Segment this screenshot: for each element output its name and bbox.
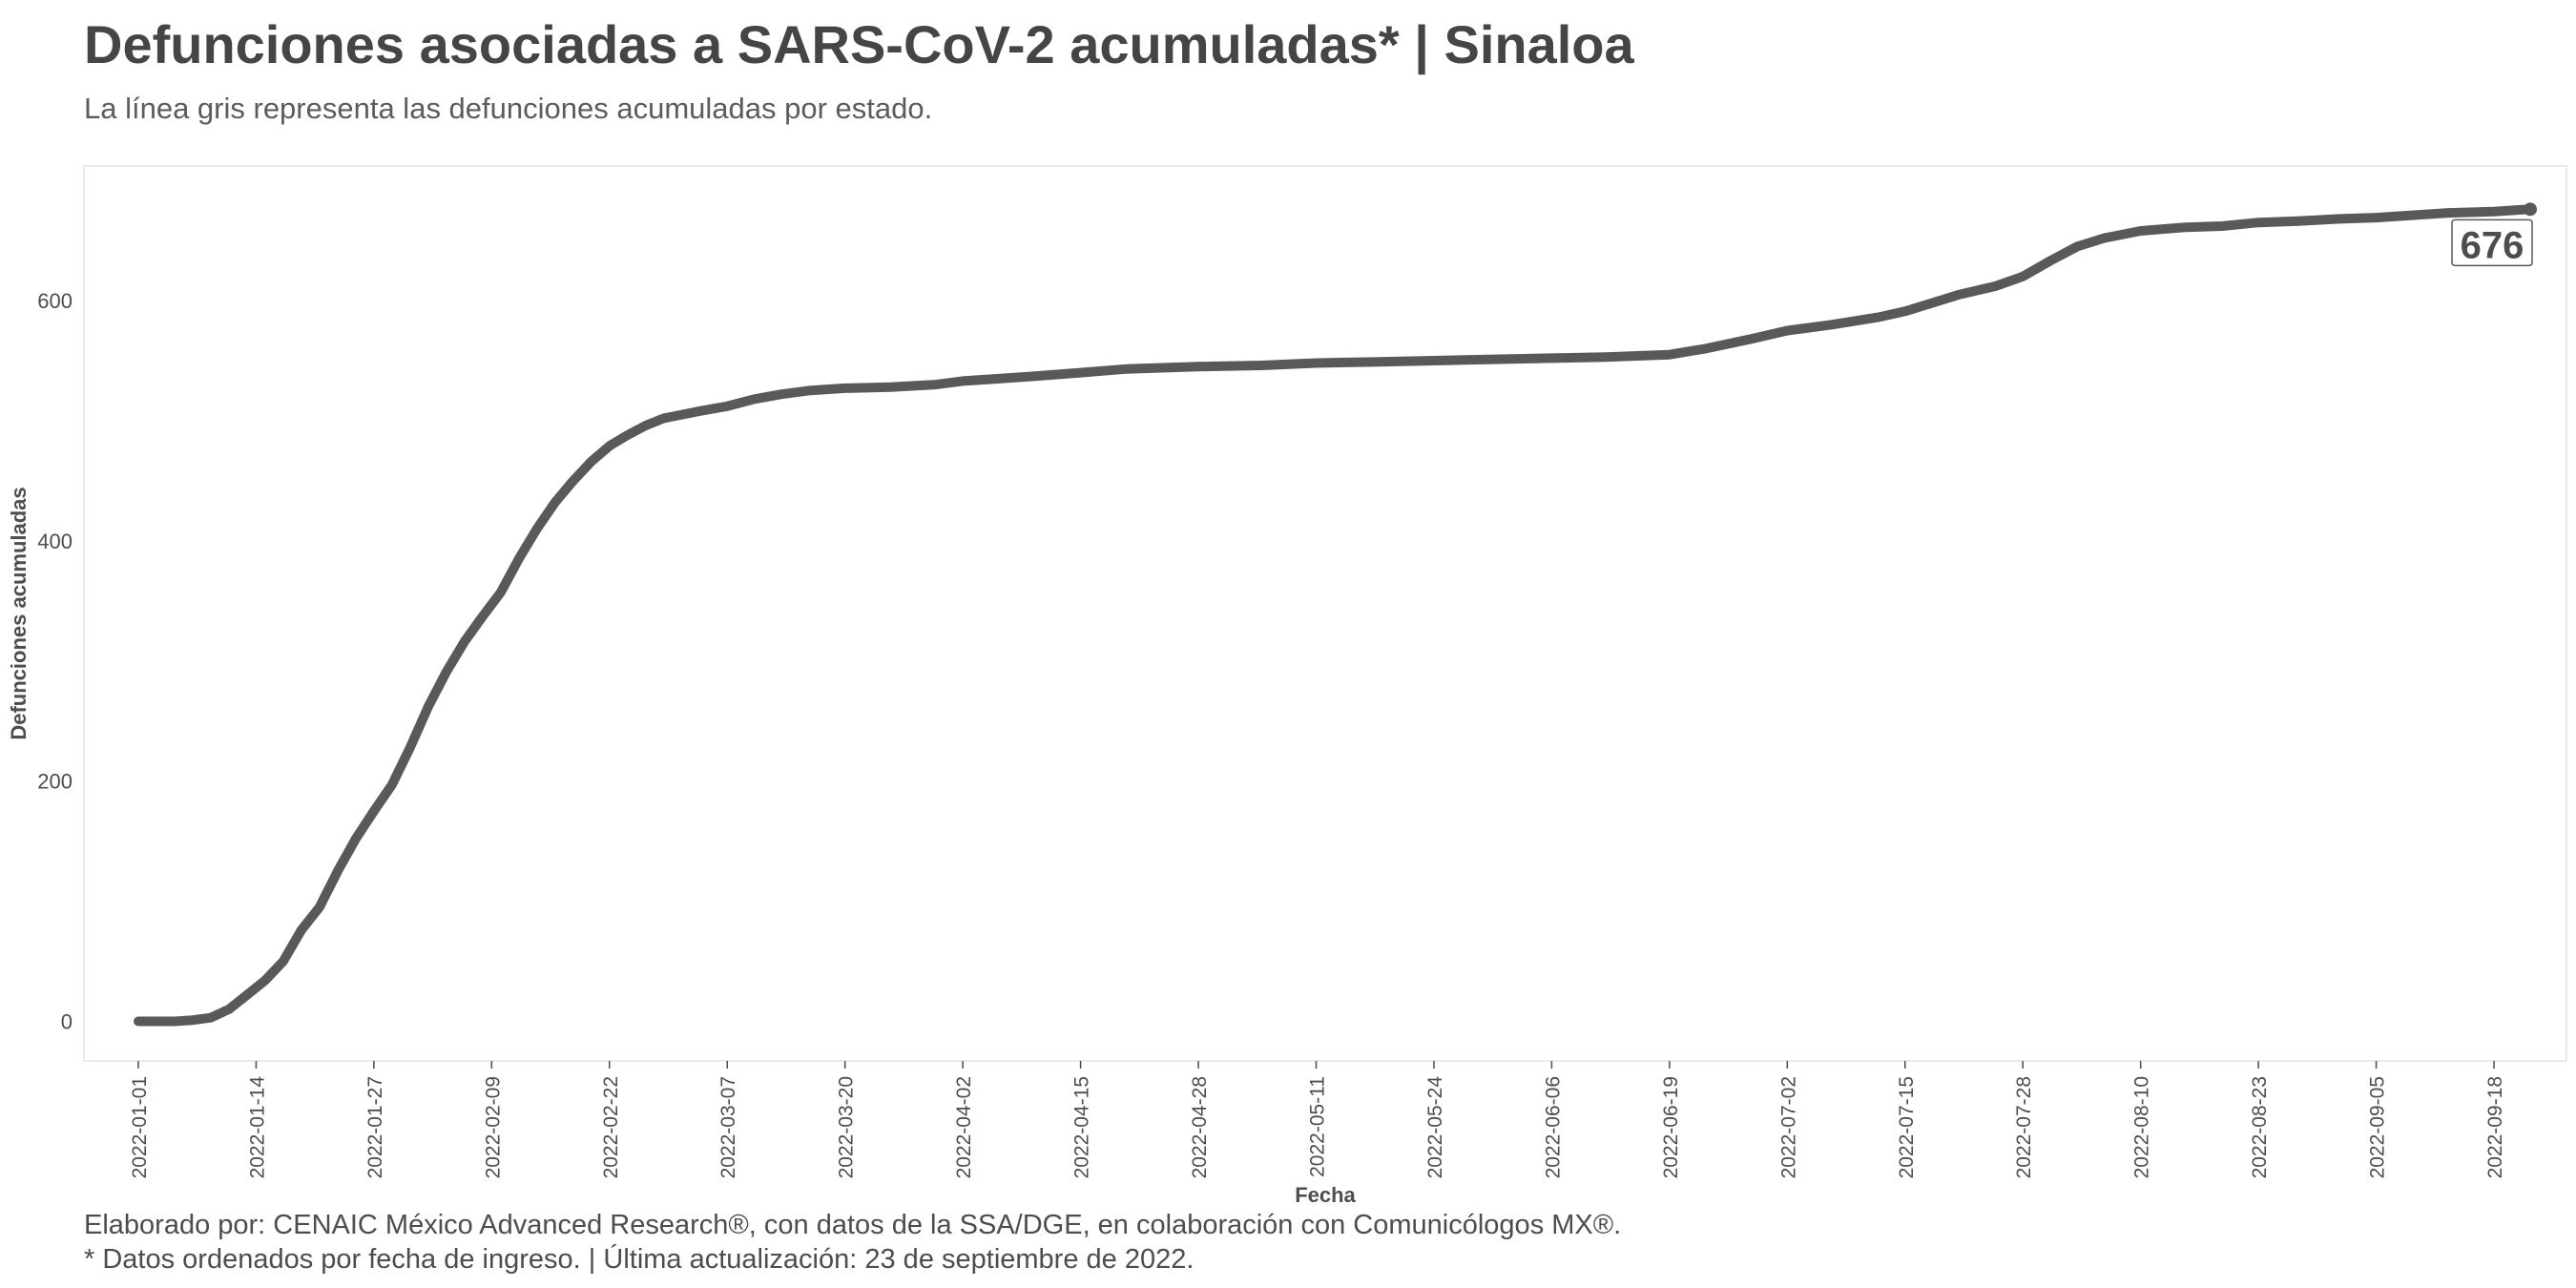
x-tick-label: 2022-02-22 bbox=[600, 1076, 622, 1178]
x-tick-label: 2022-04-28 bbox=[1189, 1076, 1211, 1178]
chart-subtitle: La línea gris representa las defunciones… bbox=[84, 92, 933, 125]
y-axis-title: Defunciones acumuladas bbox=[7, 487, 31, 739]
x-tick-label: 2022-08-23 bbox=[2249, 1076, 2271, 1178]
x-tick-label: 2022-01-27 bbox=[364, 1076, 386, 1178]
x-tick-label: 2022-06-19 bbox=[1660, 1076, 1682, 1178]
x-tick-label: 2022-01-01 bbox=[129, 1076, 151, 1178]
x-tick-label: 2022-09-18 bbox=[2484, 1076, 2506, 1178]
x-axis: 2022-01-01 2022-01-14 2022-01-27 2022-02-09… bbox=[129, 1061, 2506, 1178]
x-tick-label: 2022-08-10 bbox=[2131, 1076, 2153, 1178]
y-tick-label: 600 bbox=[37, 289, 73, 313]
x-tick-label: 2022-04-02 bbox=[953, 1076, 975, 1178]
x-tick-label: 2022-03-20 bbox=[836, 1076, 858, 1178]
x-tick-label: 2022-06-06 bbox=[1542, 1076, 1564, 1178]
x-tick-label: 2022-05-11 bbox=[1307, 1076, 1329, 1177]
x-tick-label: 2022-04-15 bbox=[1071, 1076, 1093, 1178]
x-axis-title: Fecha bbox=[1295, 1183, 1356, 1207]
y-tick-label: 200 bbox=[37, 770, 73, 794]
x-tick-label: 2022-07-28 bbox=[2013, 1076, 2035, 1178]
x-tick-label: 2022-03-07 bbox=[717, 1076, 739, 1178]
x-tick-label: 2022-07-02 bbox=[1777, 1076, 1799, 1178]
caption-credits: Elaborado por: CENAIC México Advanced Re… bbox=[84, 1210, 1622, 1240]
y-axis: 0 200 400 600 bbox=[37, 289, 73, 1033]
plot-panel bbox=[83, 165, 2567, 1062]
x-tick-label: 2022-09-05 bbox=[2367, 1076, 2389, 1178]
x-tick-label: 2022-05-24 bbox=[1424, 1076, 1446, 1179]
series-line bbox=[134, 204, 2535, 1027]
end-point bbox=[2524, 202, 2538, 217]
chart-title: Defunciones asociadas a SARS-CoV-2 acumu… bbox=[84, 14, 1634, 74]
x-tick-label: 2022-02-09 bbox=[482, 1076, 504, 1178]
x-tick-label: 2022-07-15 bbox=[1896, 1076, 1918, 1178]
caption-notes: * Datos ordenados por fecha de ingreso. … bbox=[84, 1244, 1195, 1275]
y-tick-label: 0 bbox=[61, 1009, 73, 1033]
end-label-box bbox=[2451, 218, 2533, 267]
y-tick-label: 400 bbox=[37, 530, 73, 553]
x-tick-label: 2022-01-14 bbox=[246, 1076, 268, 1179]
end-label: 676 bbox=[2461, 224, 2524, 266]
line-chart: 0 200 400 600 2022-01-01 2022-01-14 2022-01-2… bbox=[7, 165, 2567, 1207]
